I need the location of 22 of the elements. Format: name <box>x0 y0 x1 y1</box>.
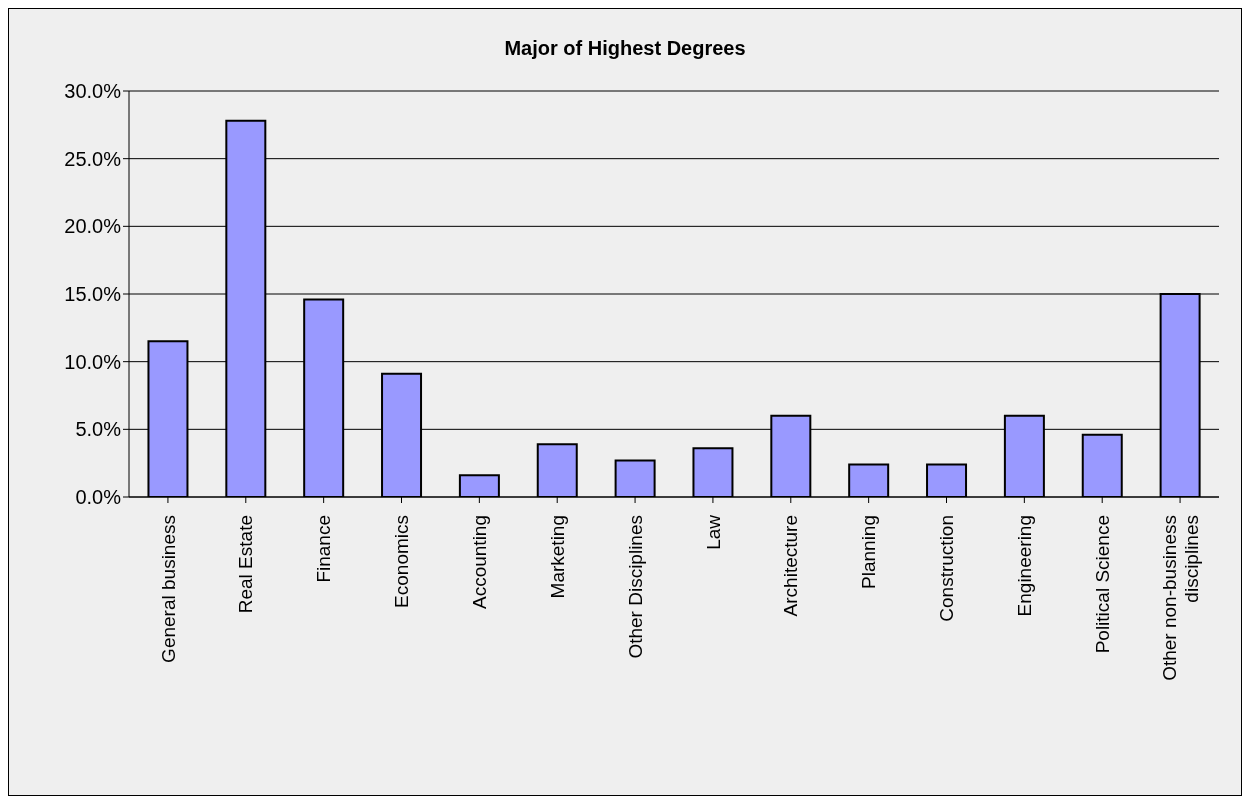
x-tick-label: General business <box>157 515 179 663</box>
x-tick-label: Law <box>702 514 724 550</box>
y-tick-label: 30.0% <box>64 80 122 103</box>
y-tick-label: 25.0% <box>64 147 122 170</box>
x-tick-label: Engineering <box>1014 515 1036 617</box>
x-tick-label: Architecture <box>780 515 802 617</box>
x-tick-label: Economics <box>391 515 413 608</box>
x-tick-label: Finance <box>313 515 335 583</box>
x-tick-label: Marketing <box>546 515 568 599</box>
y-tick-label: 15.0% <box>64 283 122 306</box>
y-tick-label: 20.0% <box>64 215 122 238</box>
x-tick-label: Construction <box>936 515 958 622</box>
y-tick-label: 5.0% <box>75 418 122 441</box>
y-tick-label: 0.0% <box>75 486 122 509</box>
chart-title: Major of Highest Degrees <box>503 36 747 61</box>
x-tick-label: Other Disciplines <box>624 515 646 659</box>
y-tick-label: 10.0% <box>64 350 122 373</box>
x-tick-label: Other non-business disciplines <box>1158 515 1202 681</box>
x-tick-label: Planning <box>858 515 880 589</box>
x-tick-label: Accounting <box>469 515 491 610</box>
x-tick-label: Political Science <box>1091 515 1113 654</box>
x-tick-label: Real Estate <box>235 515 257 614</box>
